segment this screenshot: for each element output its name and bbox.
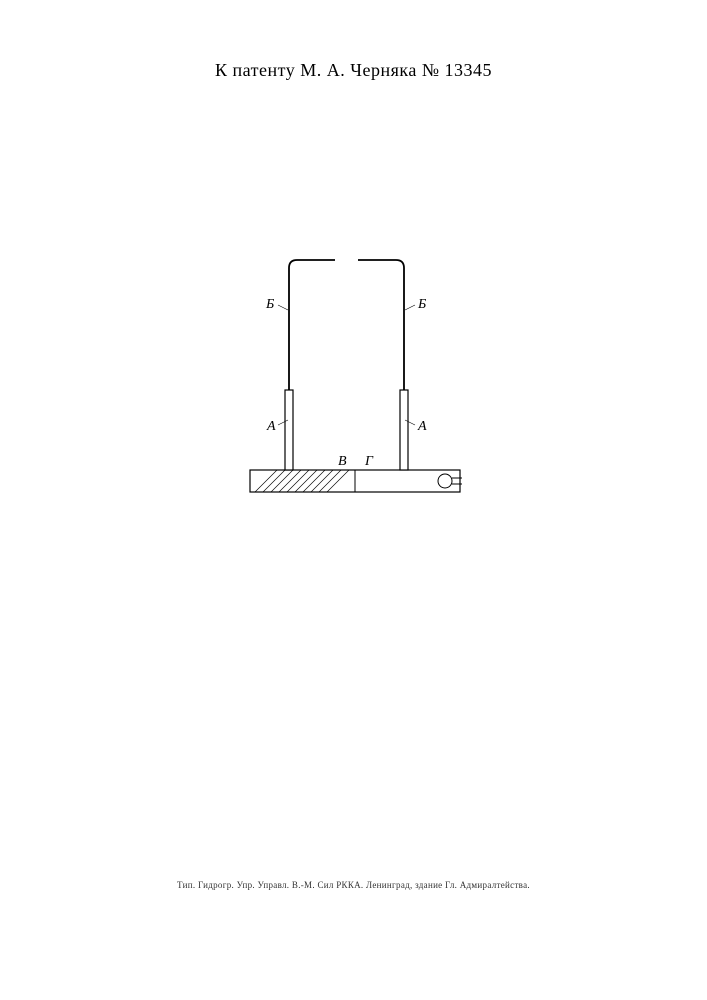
label-g: Г	[364, 454, 374, 469]
label-a-left: А	[266, 419, 276, 434]
patent-diagram: Б Б А А В Г	[205, 250, 505, 510]
label-a-right: А	[417, 419, 427, 434]
left-tube	[285, 390, 293, 470]
bolt-icon	[438, 474, 452, 488]
right-rod-hook	[358, 260, 404, 390]
page-title: К патенту М. А. Черняка № 13345	[0, 60, 707, 81]
footer-text: Тип. Гидрогр. Упр. Управл. В.-М. Сил РКК…	[0, 880, 707, 890]
right-tube	[400, 390, 408, 470]
label-b-left: Б	[265, 297, 274, 312]
label-b-right: Б	[417, 297, 426, 312]
left-rod-hook	[289, 260, 335, 390]
label-v: В	[338, 454, 347, 469]
